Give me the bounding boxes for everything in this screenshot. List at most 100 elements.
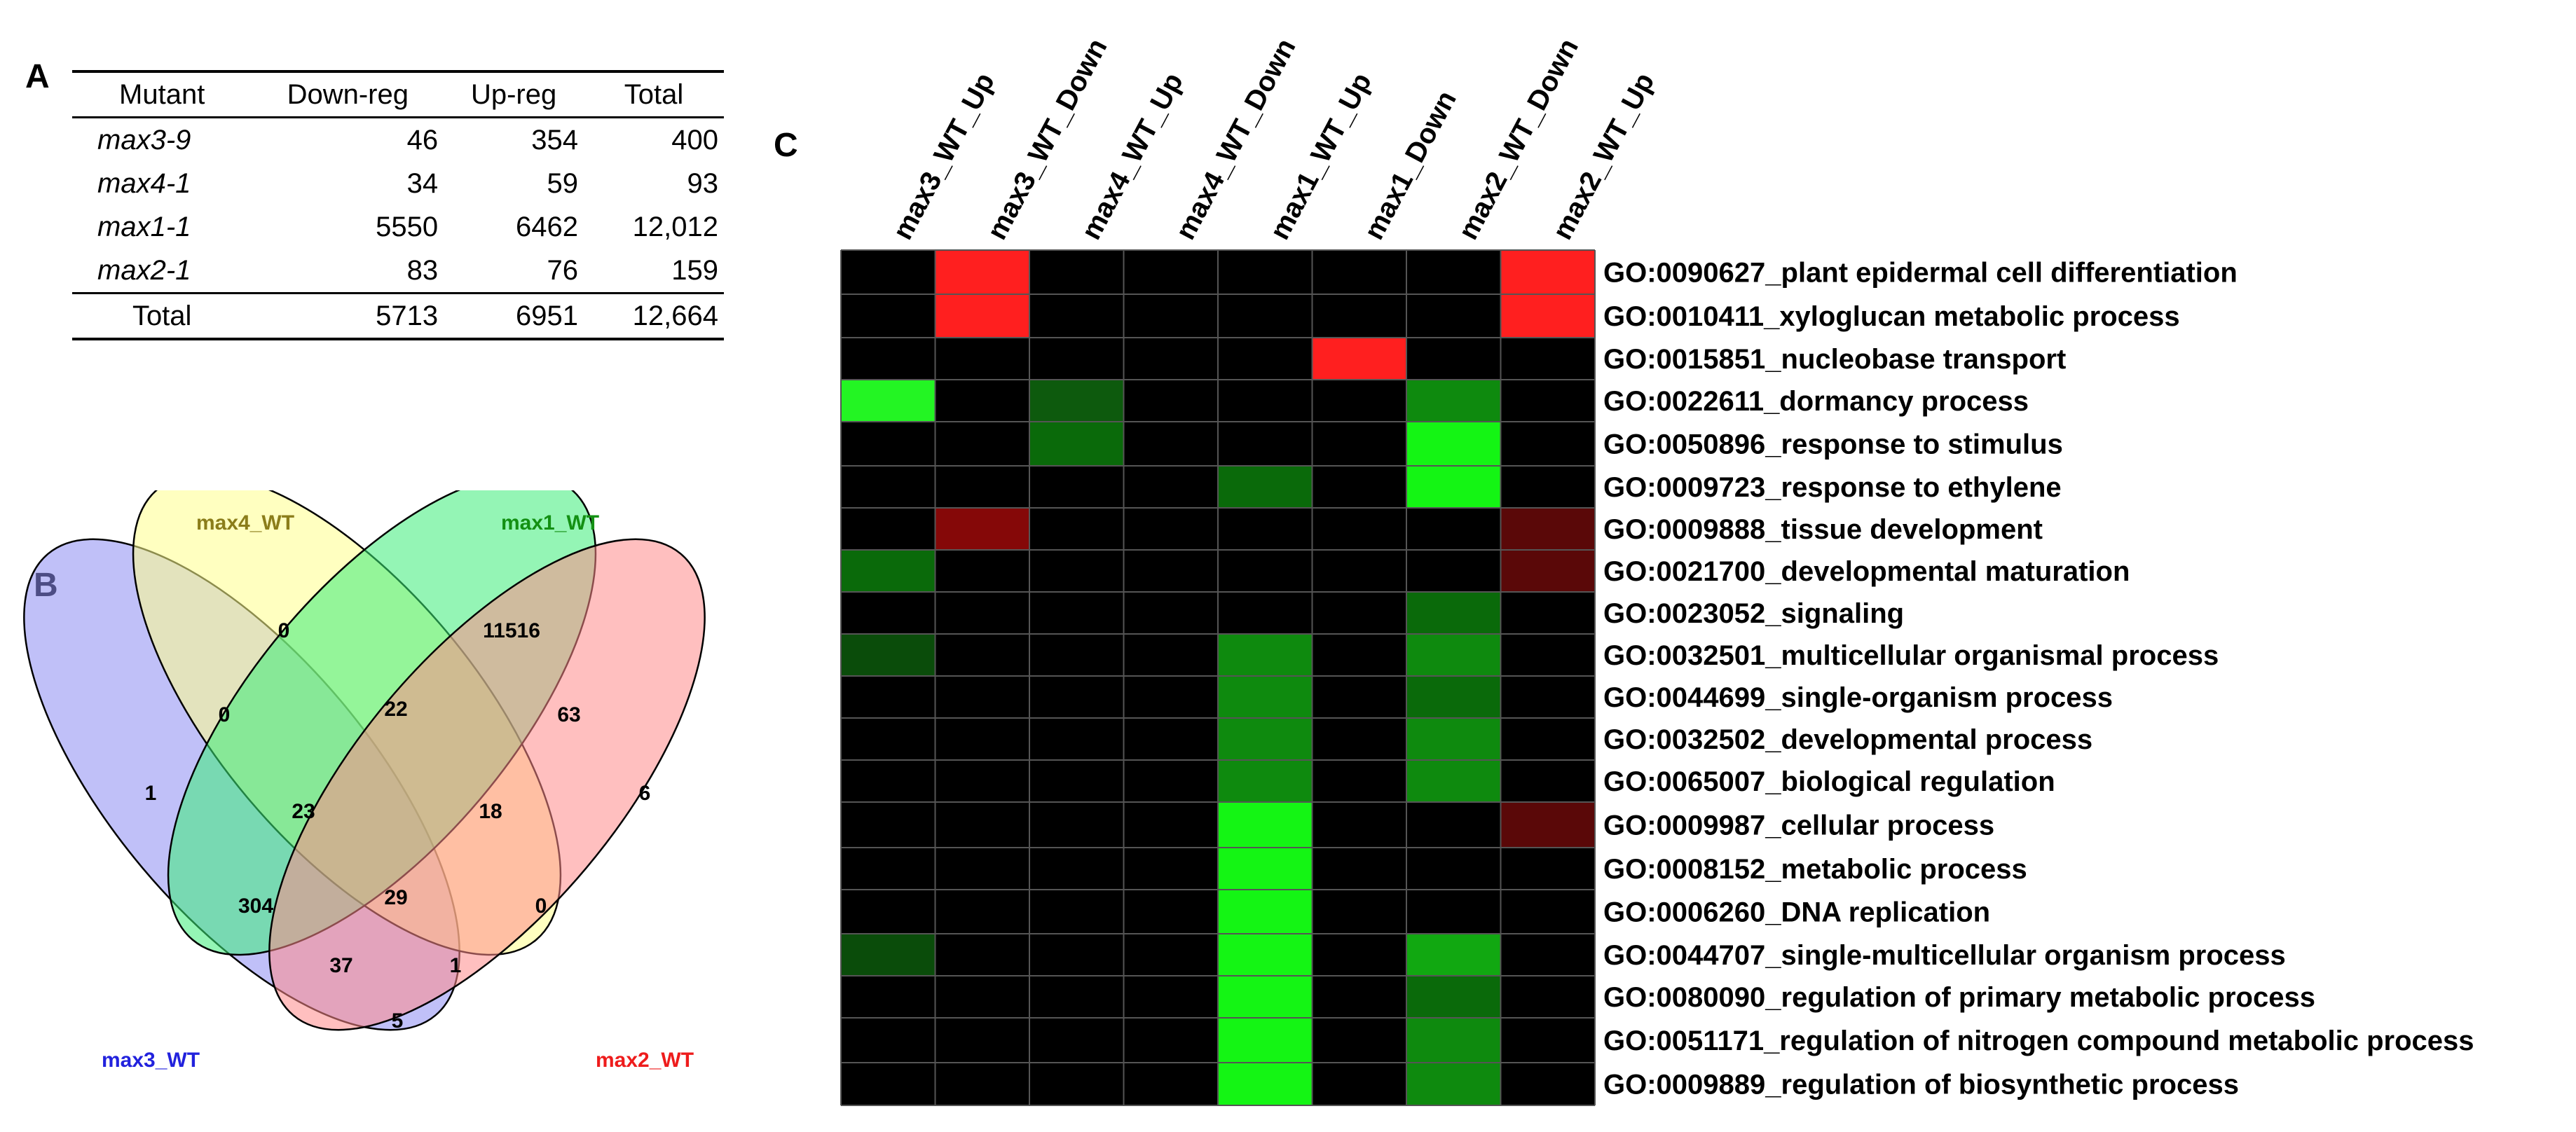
heatmap-cell [1218,802,1313,848]
total-total: 12,664 [632,300,718,331]
heatmap-cell [1406,1018,1501,1063]
venn-count-max1-max2: 63 [557,703,580,726]
up-cell: 6462 [516,211,578,242]
venn-count-max3-max2: 5 [392,1009,404,1033]
up-cell: 76 [547,254,579,286]
heatmap-row-label: GO:0009723_response to ethylene [1603,472,2062,503]
venn-count-max3-max1: 304 [238,895,273,918]
table-row: max2-1 83 76 159 [72,249,724,294]
heatmap-cell [1500,250,1595,294]
total-cell: 159 [671,254,718,286]
heatmap-row-label: GO:0090627_plant epidermal cell differen… [1603,258,2238,289]
heatmap-row-label: GO:0015851_nucleobase transport [1603,344,2066,375]
total-down: 5713 [376,300,439,331]
venn-count-all-four: 29 [384,886,407,909]
heatmap-row-label: GO:0032502_developmental process [1603,724,2092,755]
heatmap-cell [1406,634,1501,676]
venn-diagram: max4_WT max1_WT max3_WT max2_WT 0 11516 … [23,490,706,1072]
heatmap-cell [1218,1063,1313,1105]
heatmap-column-label: max1_Down [1358,85,1462,244]
table-header-row: Mutant Down-reg Up-reg Total [72,71,724,118]
heatmap-row-label: GO:0044699_single-organism process [1603,682,2113,713]
heatmap-cell [1218,976,1313,1018]
venn-count-only-max4: 0 [278,619,290,642]
heatmap-cell [1218,1018,1313,1063]
heatmap-cell [1500,508,1595,550]
venn-set-max2 [268,538,706,1031]
heatmap-row-label: GO:0006260_DNA replication [1603,897,1990,928]
total-cell: 12,012 [632,211,718,242]
panel-label-c: C [774,127,798,164]
mutant-cell: max1-1 [97,211,191,242]
go-heatmap: max3_WT_Upmax3_WT_Downmax4_WT_Upmax4_WT_… [840,34,2474,1106]
heatmap-column-label: max4_WT_Up [1076,68,1189,244]
mutant-cell: max2-1 [97,254,191,286]
heatmap-cell [935,250,1029,294]
up-cell: 354 [531,124,578,156]
venn-count-only-max2: 6 [639,782,651,805]
table-row: max4-1 34 59 93 [72,162,724,205]
down-cell: 83 [406,254,439,286]
heatmap-cell [1406,934,1501,976]
heatmap-cell [1406,466,1501,508]
heatmap-cell [1406,592,1501,634]
heatmap-row-labels: GO:0090627_plant epidermal cell differen… [1603,258,2474,1100]
heatmap-cell [1218,934,1313,976]
total-cell: 93 [687,167,719,199]
table-row: max3-9 46 354 400 [72,118,724,163]
venn-label-max3: max3_WT [102,1049,200,1072]
heatmap-cell [1406,760,1501,802]
heatmap-cell [1218,848,1313,890]
mutant-cell: max4-1 [97,167,191,199]
down-cell: 5550 [376,211,439,242]
heatmap-column-label: max1_WT_Up [1264,68,1378,244]
heatmap-cell [1218,634,1313,676]
heatmap-cell [1406,718,1501,760]
header-down-reg: Down-reg [287,78,409,110]
down-cell: 34 [406,167,439,199]
venn-count-max4-max1: 22 [384,698,407,721]
venn-label-max2: max2_WT [596,1049,694,1072]
heatmap-cell [1406,976,1501,1018]
venn-count-only-max1: 11516 [483,619,540,642]
down-cell: 46 [406,124,439,156]
heatmap-cell [1406,676,1501,718]
venn-label-max4: max4_WT [196,511,294,534]
venn-count-max4-max1-max2: 18 [479,800,502,823]
heatmap-cell [1406,380,1501,422]
venn-count-max4-max2: 0 [535,895,547,918]
heatmap-cell [1218,676,1313,718]
heatmap-row-label: GO:0010411_xyloglucan metabolic process [1603,301,2180,332]
header-total: Total [624,78,684,110]
heatmap-cell [1029,380,1124,422]
heatmap-cell [935,508,1029,550]
heatmap-row-label: GO:0009889_regulation of biosynthetic pr… [1603,1070,2239,1100]
total-label: Total [132,300,192,331]
heatmap-cell [1500,550,1595,592]
heatmap-grid [840,249,1596,1106]
heatmap-cell [1406,422,1501,466]
venn-label-max1: max1_WT [501,511,599,534]
heatmap-cell [1218,466,1313,508]
heatmap-cell [1312,338,1406,380]
heatmap-cell [841,934,936,976]
heatmap-cell [841,380,936,422]
mutant-cell: max3-9 [97,124,191,156]
heatmap-cell [935,294,1029,338]
heatmap-row-label: GO:0050896_response to stimulus [1603,429,2063,460]
heatmap-row-label: GO:0008152_metabolic process [1603,854,2027,885]
heatmap-row-label: GO:0022611_dormancy process [1603,386,2029,417]
heatmap-row-label: GO:0009987_cellular process [1603,810,1994,841]
header-mutant: Mutant [119,78,205,110]
heatmap-row-label: GO:0044707_single-multicellular organism… [1603,940,2286,971]
table-total-row: Total 5713 6951 12,664 [72,293,724,339]
header-up-reg: Up-reg [470,78,557,110]
heatmap-cell [1500,294,1595,338]
venn-count-max3-max4-max1: 23 [292,800,315,823]
heatmap-cell [1029,422,1124,466]
venn-count-only-max3: 1 [145,782,157,805]
heatmap-row-label: GO:0009888_tissue development [1603,514,2043,545]
heatmap-cell [1218,718,1313,760]
panel-label-a: A [25,58,50,95]
heatmap-column-labels: max3_WT_Upmax3_WT_Downmax4_WT_Upmax4_WT_… [887,34,1660,244]
